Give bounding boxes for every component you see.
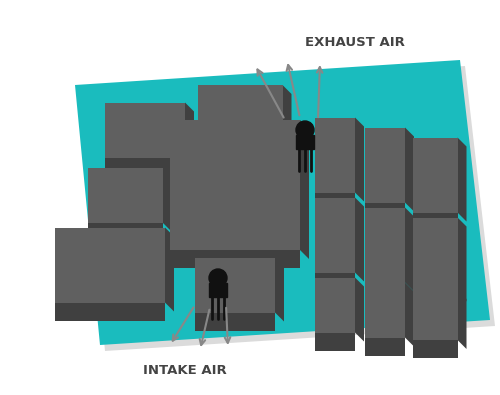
Polygon shape (80, 66, 495, 351)
Polygon shape (315, 198, 355, 273)
Polygon shape (75, 60, 490, 345)
Circle shape (209, 269, 227, 287)
Polygon shape (315, 117, 355, 192)
Polygon shape (88, 167, 162, 222)
Polygon shape (55, 228, 165, 303)
Polygon shape (170, 120, 300, 250)
Polygon shape (412, 218, 458, 293)
Circle shape (296, 121, 314, 139)
Polygon shape (170, 250, 300, 268)
Polygon shape (365, 282, 405, 337)
Polygon shape (458, 218, 466, 301)
Polygon shape (412, 340, 458, 358)
Polygon shape (315, 333, 355, 350)
Polygon shape (412, 290, 458, 340)
Polygon shape (195, 258, 275, 312)
Polygon shape (105, 102, 185, 158)
Polygon shape (315, 192, 355, 211)
Bar (209, 282, 227, 297)
Polygon shape (412, 213, 458, 231)
Polygon shape (355, 117, 364, 201)
Polygon shape (55, 303, 165, 320)
Polygon shape (198, 135, 282, 153)
Polygon shape (355, 278, 364, 342)
Polygon shape (198, 85, 282, 135)
Text: EXHAUST AIR: EXHAUST AIR (305, 36, 405, 49)
Polygon shape (88, 222, 162, 241)
Polygon shape (275, 258, 284, 322)
Bar (296, 135, 314, 149)
Text: INTAKE AIR: INTAKE AIR (143, 363, 227, 376)
Polygon shape (315, 278, 355, 333)
Polygon shape (282, 85, 292, 144)
Polygon shape (412, 137, 458, 213)
Polygon shape (365, 203, 405, 220)
Polygon shape (195, 312, 275, 331)
Polygon shape (365, 337, 405, 356)
Polygon shape (185, 102, 194, 167)
Polygon shape (162, 167, 172, 231)
Polygon shape (365, 207, 405, 282)
Polygon shape (300, 120, 309, 259)
Polygon shape (165, 228, 174, 312)
Polygon shape (315, 273, 355, 290)
Polygon shape (405, 207, 414, 292)
Polygon shape (405, 128, 414, 211)
Polygon shape (365, 128, 405, 203)
Polygon shape (365, 282, 405, 301)
Polygon shape (458, 137, 466, 222)
Polygon shape (405, 282, 414, 346)
Polygon shape (412, 293, 458, 310)
Polygon shape (458, 290, 466, 349)
Polygon shape (105, 158, 185, 175)
Polygon shape (355, 198, 364, 282)
